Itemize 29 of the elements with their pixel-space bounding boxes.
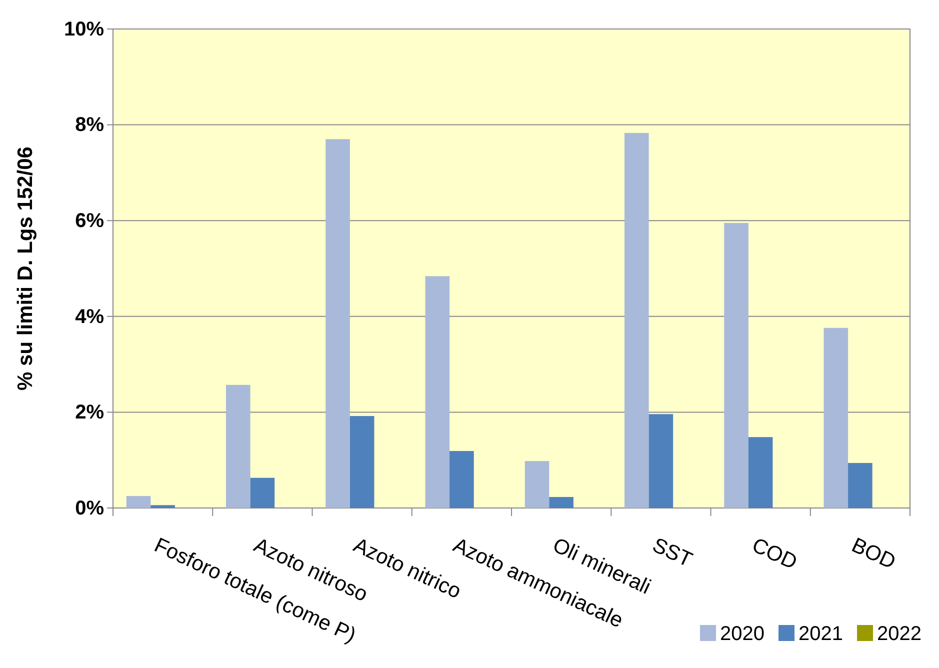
- bar: [226, 384, 250, 508]
- bar: [624, 132, 649, 508]
- x-tick-label: COD: [748, 534, 800, 574]
- bar: [150, 505, 175, 508]
- y-tick-label: 6%: [75, 210, 104, 232]
- x-tick-label: SST: [648, 534, 696, 572]
- y-tick-label: 8%: [75, 114, 104, 136]
- y-tick-label: 10%: [64, 18, 104, 40]
- bar: [648, 414, 674, 508]
- bar: [350, 416, 374, 508]
- legend-label: 2020: [720, 623, 764, 645]
- bar: [848, 462, 872, 508]
- legend-label: 2022: [877, 623, 922, 645]
- bar: [326, 139, 350, 508]
- y-tick-label: 2%: [75, 402, 104, 424]
- y-axis-title: % su limiti D. Lgs 152/06: [14, 146, 37, 390]
- bar: [748, 437, 773, 508]
- y-tick-label: 0%: [75, 497, 104, 520]
- bar: [250, 478, 275, 508]
- bar: [425, 276, 450, 508]
- bar: [724, 222, 748, 508]
- bar: [549, 496, 574, 508]
- bar: [824, 328, 848, 508]
- legend-label: 2021: [798, 623, 843, 645]
- bar: [126, 496, 151, 508]
- x-tick-label: BOD: [848, 534, 900, 574]
- bar: [524, 461, 550, 508]
- y-tick-label: 4%: [75, 306, 104, 328]
- bar: [450, 451, 474, 508]
